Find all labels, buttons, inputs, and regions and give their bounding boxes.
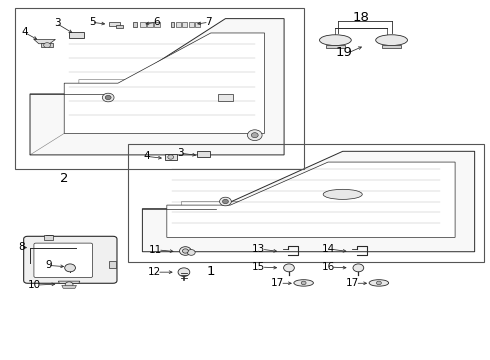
Ellipse shape (369, 280, 389, 286)
FancyBboxPatch shape (34, 243, 93, 278)
Text: 6: 6 (153, 17, 160, 27)
Text: 7: 7 (205, 17, 212, 27)
Text: 4: 4 (22, 27, 28, 37)
Circle shape (44, 42, 50, 48)
Polygon shape (30, 19, 284, 155)
Circle shape (222, 199, 228, 204)
Polygon shape (167, 162, 455, 237)
Circle shape (65, 264, 75, 272)
Bar (171, 22, 174, 27)
Text: 3: 3 (177, 148, 184, 158)
Circle shape (353, 264, 364, 272)
Bar (44, 235, 53, 240)
Bar (189, 22, 194, 27)
Text: 5: 5 (89, 17, 96, 27)
Text: 8: 8 (19, 242, 25, 252)
Text: 4: 4 (144, 151, 150, 161)
Bar (141, 22, 147, 27)
Text: 16: 16 (321, 262, 335, 272)
Text: 2: 2 (60, 172, 69, 185)
Ellipse shape (319, 35, 351, 45)
Bar (182, 22, 187, 27)
Text: 15: 15 (252, 262, 266, 272)
Circle shape (168, 155, 173, 159)
Text: 3: 3 (54, 18, 60, 28)
Bar (147, 22, 153, 27)
Bar (195, 22, 200, 27)
Circle shape (179, 247, 191, 255)
Ellipse shape (294, 280, 314, 286)
Text: 18: 18 (352, 12, 369, 24)
Bar (109, 261, 116, 268)
Polygon shape (62, 285, 76, 288)
Polygon shape (58, 281, 80, 283)
Text: 9: 9 (45, 260, 51, 270)
Circle shape (376, 281, 381, 285)
Circle shape (178, 268, 190, 276)
Polygon shape (109, 22, 120, 26)
Bar (326, 45, 345, 48)
Polygon shape (143, 151, 475, 252)
Text: 19: 19 (336, 46, 352, 59)
Bar (382, 45, 401, 48)
Circle shape (220, 197, 231, 206)
Circle shape (65, 282, 73, 288)
Polygon shape (34, 40, 55, 44)
Polygon shape (116, 25, 123, 28)
Circle shape (251, 133, 258, 138)
Ellipse shape (376, 35, 408, 45)
Bar (69, 32, 84, 38)
Text: 14: 14 (321, 244, 335, 254)
Circle shape (102, 93, 114, 102)
Text: 10: 10 (27, 280, 41, 290)
Bar (15, 8, 304, 169)
Bar (154, 22, 160, 27)
Circle shape (284, 264, 294, 272)
Polygon shape (41, 43, 53, 47)
Polygon shape (64, 33, 265, 134)
Text: 17: 17 (271, 278, 284, 288)
Bar (176, 22, 181, 27)
Circle shape (182, 249, 188, 253)
FancyBboxPatch shape (24, 236, 117, 283)
Circle shape (247, 130, 262, 140)
Text: 11: 11 (148, 245, 162, 255)
Text: 1: 1 (207, 265, 215, 278)
Ellipse shape (323, 189, 362, 199)
Text: 12: 12 (147, 267, 161, 277)
Bar (133, 22, 137, 27)
Bar (128, 144, 485, 262)
Text: 13: 13 (252, 244, 266, 254)
Bar (165, 154, 176, 160)
Circle shape (187, 249, 195, 255)
Bar (196, 151, 210, 157)
Bar (218, 94, 233, 101)
Text: 17: 17 (346, 278, 359, 288)
Circle shape (105, 95, 111, 100)
Circle shape (301, 281, 306, 285)
